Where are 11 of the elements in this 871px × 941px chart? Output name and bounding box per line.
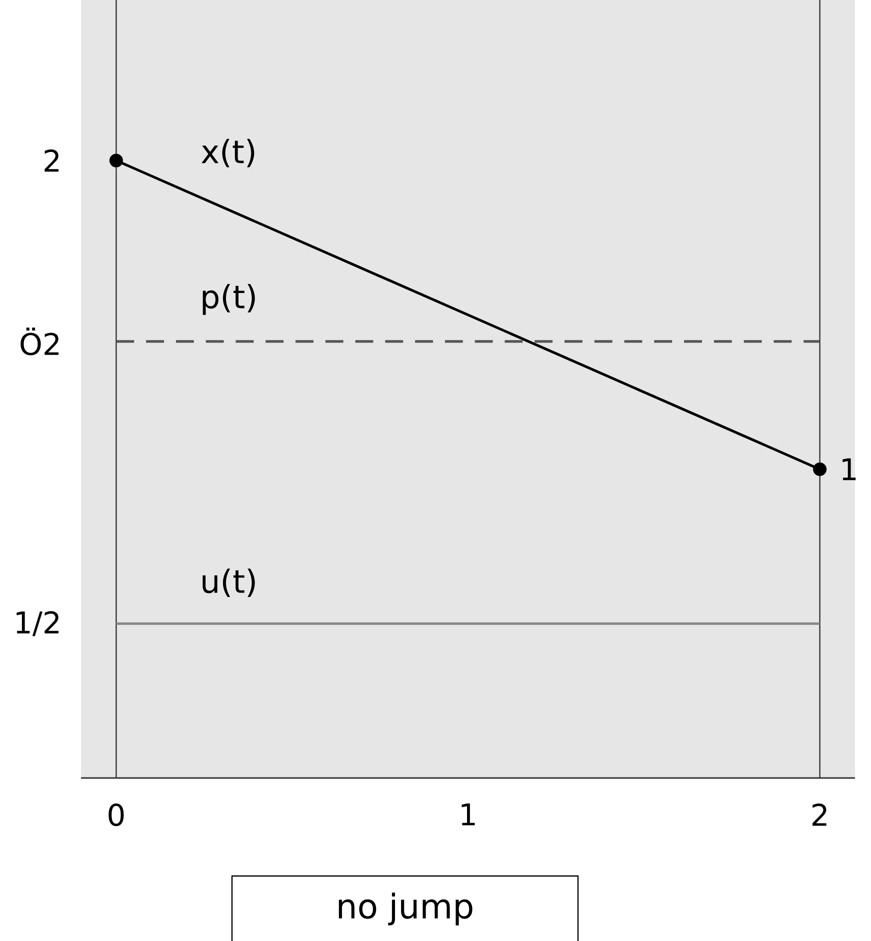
- y-tick-label: 2: [44, 149, 58, 172]
- series-label: x(t): [202, 138, 254, 168]
- y-tick-label: Ö2: [20, 328, 58, 356]
- x-tick-label: 2: [812, 804, 826, 826]
- series-label: p(t): [202, 284, 255, 315]
- series-label: u(t): [202, 568, 255, 598]
- annotation: 1: [842, 458, 856, 480]
- x-tick-label: 0: [108, 804, 124, 826]
- text: no jump: [338, 892, 472, 926]
- y-tick-label: 1/2: [16, 611, 58, 636]
- x-tick-label: 1: [462, 804, 475, 826]
